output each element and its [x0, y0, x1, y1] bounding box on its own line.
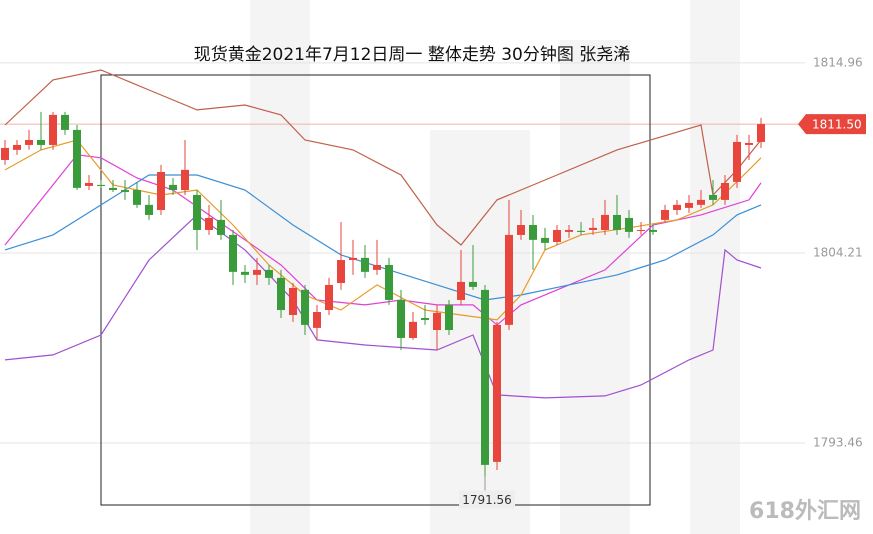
- y-tick-label: 1793.46: [813, 435, 863, 449]
- candle-body: [721, 182, 729, 200]
- candle-body: [361, 257, 369, 272]
- grid: [0, 62, 805, 444]
- candle-body: [13, 144, 21, 150]
- candle-body: [181, 169, 189, 191]
- candle-body: [277, 277, 285, 311]
- candle-body: [757, 124, 765, 142]
- candle-body: [697, 199, 705, 205]
- candle-body: [637, 229, 645, 231]
- candle-body: [517, 225, 525, 235]
- candle-body: [553, 229, 561, 242]
- candle-body: [25, 139, 33, 145]
- candle-body: [661, 209, 669, 220]
- candle-body: [157, 171, 165, 210]
- y-tick-label: 1814.96: [813, 55, 863, 69]
- low-marker-label: 1791.56: [462, 493, 512, 507]
- candle-body: [409, 321, 417, 338]
- candle-body: [241, 271, 249, 275]
- candle-body: [577, 230, 585, 232]
- candle-body: [85, 182, 93, 186]
- candle-body: [529, 225, 537, 240]
- candle-body: [733, 141, 741, 182]
- candle-body: [373, 264, 381, 270]
- candle-body: [325, 284, 333, 311]
- candle-body: [73, 129, 81, 188]
- candle-body: [169, 184, 177, 191]
- chart-title: 现货黄金2021年7月12日周一 整体走势 30分钟图 张尧浠: [194, 45, 631, 65]
- last-price-label: 1811.50: [812, 118, 862, 132]
- candle-body: [37, 139, 45, 145]
- labels: 1793.46 1804.21 1814.96 1811.50 1791.56: [459, 55, 866, 509]
- candle-body: [301, 289, 309, 325]
- candle-body: [505, 234, 513, 325]
- indicator-line: [4, 154, 762, 326]
- indicator-line: [4, 174, 762, 301]
- candle-body: [421, 317, 429, 320]
- annotation-box: [100, 74, 651, 506]
- candle-body: [313, 311, 321, 328]
- candle-body: [481, 289, 489, 465]
- candle-body: [1, 147, 9, 160]
- candle-body: [109, 187, 117, 191]
- candle-body: [445, 304, 453, 331]
- last-price-badge: [798, 114, 866, 135]
- candle-body: [433, 312, 441, 331]
- candle-body: [145, 204, 153, 215]
- candle-body: [49, 114, 57, 145]
- candle-body: [121, 190, 129, 192]
- candle-body: [205, 217, 213, 230]
- candle-body: [457, 281, 465, 300]
- candle-body: [493, 324, 501, 462]
- background-decor: [250, 0, 740, 534]
- indicator-lines: [4, 69, 762, 399]
- low-marker-bg: [459, 490, 515, 509]
- candle-body: [613, 214, 621, 230]
- candle-body: [589, 227, 597, 230]
- candle-body: [745, 143, 753, 145]
- candle-body: [97, 184, 105, 186]
- candle-body: [541, 237, 549, 243]
- candle-body: [289, 287, 297, 315]
- candle-body: [349, 257, 357, 261]
- candle-body: [601, 214, 609, 230]
- candle-body: [133, 190, 141, 205]
- candle-body: [625, 217, 633, 232]
- candle-body: [397, 299, 405, 338]
- candle-body: [709, 194, 717, 200]
- candle-body: [673, 204, 681, 210]
- candle-body: [649, 229, 657, 232]
- candle-body: [469, 281, 477, 287]
- candle-body: [565, 229, 573, 232]
- candle-body: [337, 260, 345, 283]
- indicator-line: [4, 69, 762, 246]
- candles: [1, 111, 765, 477]
- candle-body: [385, 264, 393, 300]
- candle-body: [217, 219, 225, 235]
- candle-body: [61, 114, 69, 130]
- indicator-line: [4, 214, 762, 399]
- y-tick-label: 1804.21: [813, 245, 863, 259]
- candle-body: [265, 269, 273, 278]
- candle-body: [229, 234, 237, 272]
- candle-body: [253, 269, 261, 275]
- candle-body: [193, 194, 201, 230]
- candle-body: [685, 202, 693, 208]
- watermark: 618外汇网: [749, 498, 861, 524]
